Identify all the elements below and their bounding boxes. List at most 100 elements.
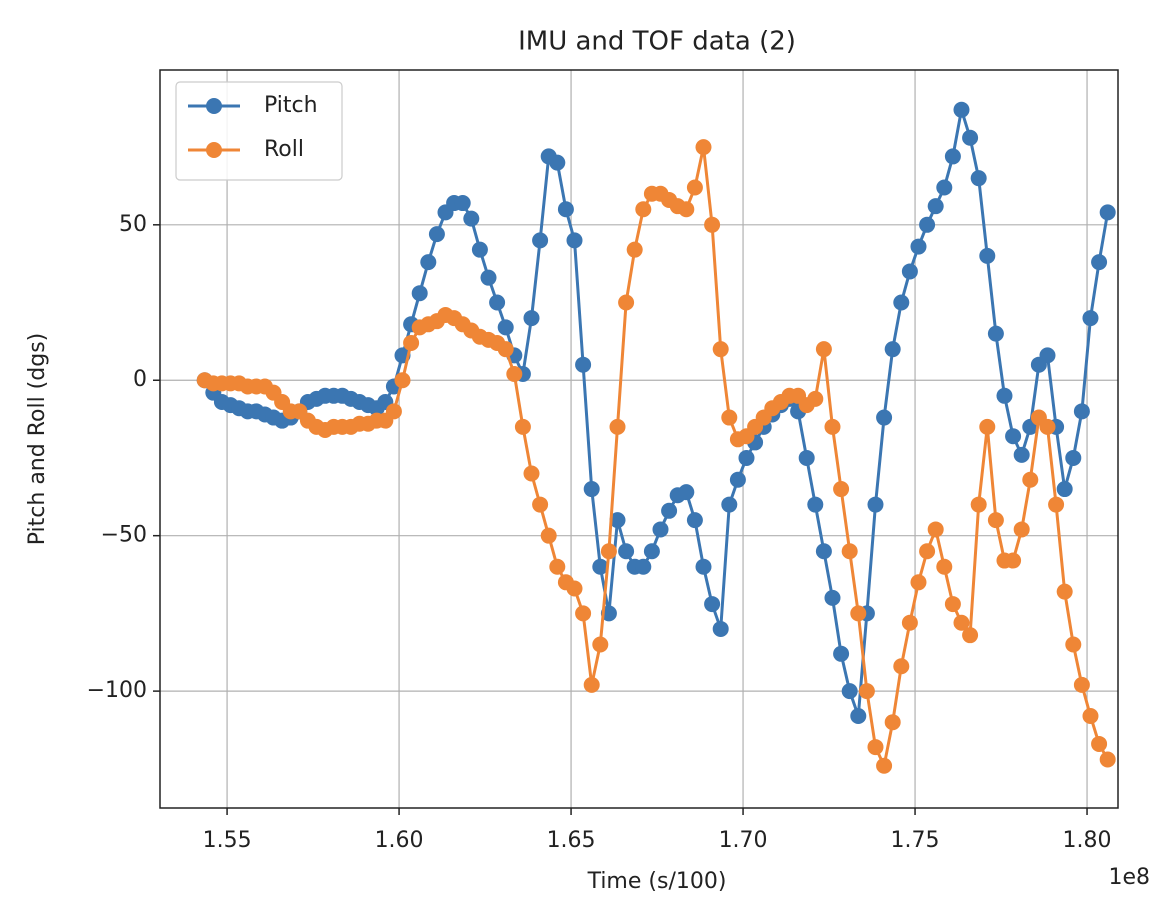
legend-label: Roll [264, 137, 304, 162]
data-point [385, 403, 402, 420]
data-point [936, 179, 953, 196]
data-point [523, 465, 540, 482]
data-point [1091, 254, 1108, 271]
data-point [919, 543, 936, 560]
x-tick-label: 1.75 [891, 828, 940, 853]
data-point [618, 543, 635, 560]
data-point [987, 325, 1004, 342]
data-point [575, 356, 592, 373]
data-point [815, 341, 832, 358]
data-point [893, 658, 910, 675]
data-point [549, 558, 566, 575]
data-point [480, 269, 497, 286]
data-point [523, 310, 540, 327]
y-tick-label: −100 [87, 678, 147, 703]
data-point [996, 387, 1013, 404]
data-point [850, 707, 867, 724]
data-point [807, 390, 824, 407]
data-point [1022, 471, 1039, 488]
data-point [411, 285, 428, 302]
data-point [1099, 751, 1116, 768]
data-point [506, 366, 523, 383]
data-point [1082, 310, 1099, 327]
data-point [1073, 403, 1090, 420]
data-point [1039, 347, 1056, 364]
data-point [979, 247, 996, 264]
data-point [540, 527, 557, 544]
data-point [824, 418, 841, 435]
data-point [979, 418, 996, 435]
data-point [609, 418, 626, 435]
legend-marker [206, 142, 222, 158]
data-point [987, 512, 1004, 529]
data-point [712, 341, 729, 358]
data-point [643, 543, 660, 560]
data-point [686, 512, 703, 529]
data-point [618, 294, 635, 311]
legend: Pitch Roll [175, 81, 343, 181]
data-point [970, 496, 987, 513]
data-point [884, 714, 901, 731]
data-point [600, 543, 617, 560]
data-point [858, 683, 875, 700]
x-tick-label: 1.80 [1063, 828, 1112, 853]
data-point [1005, 428, 1022, 445]
x-tick-label: 1.70 [719, 828, 768, 853]
data-point [661, 502, 678, 519]
data-point [841, 683, 858, 700]
x-offset-label: 1e8 [1108, 865, 1150, 890]
legend-marker [206, 98, 222, 114]
data-point [815, 543, 832, 560]
axes-frame [159, 69, 1119, 809]
data-point [1056, 481, 1073, 498]
data-point [497, 319, 514, 336]
y-axis-label: Pitch and Roll (dgs) [25, 333, 50, 545]
data-point [704, 216, 721, 233]
data-point [944, 596, 961, 613]
data-point [420, 254, 437, 271]
data-point [695, 558, 712, 575]
data-point [454, 195, 471, 212]
data-point [833, 645, 850, 662]
data-point [1082, 707, 1099, 724]
y-tick-label: 50 [119, 212, 147, 237]
data-point [867, 739, 884, 756]
data-point [833, 481, 850, 498]
data-point [557, 201, 574, 218]
data-point [394, 372, 411, 389]
data-point [463, 210, 480, 227]
data-point [1099, 204, 1116, 221]
data-point [489, 294, 506, 311]
data-point [910, 238, 927, 255]
data-point [497, 341, 514, 358]
data-point [850, 605, 867, 622]
data-point [953, 101, 970, 118]
data-point [910, 574, 927, 591]
data-point [566, 580, 583, 597]
data-point [592, 636, 609, 653]
data-point [1056, 583, 1073, 600]
data-point [1065, 636, 1082, 653]
data-point [532, 496, 549, 513]
data-point [1005, 552, 1022, 569]
data-point [1073, 676, 1090, 693]
data-point [1091, 735, 1108, 752]
x-tick-label: 1.65 [547, 828, 596, 853]
data-point [919, 216, 936, 233]
data-point [807, 496, 824, 513]
data-point [738, 449, 755, 466]
data-point [635, 201, 652, 218]
data-point [867, 496, 884, 513]
data-point [609, 512, 626, 529]
data-point [936, 558, 953, 575]
y-tick-label: −50 [101, 523, 147, 548]
data-point [876, 409, 893, 426]
data-point [962, 627, 979, 644]
data-point [721, 496, 738, 513]
x-tick-label: 1.60 [375, 828, 424, 853]
chart-title: IMU and TOF data (2) [518, 27, 796, 57]
data-point [901, 614, 918, 631]
data-point [678, 201, 695, 218]
data-point [635, 558, 652, 575]
